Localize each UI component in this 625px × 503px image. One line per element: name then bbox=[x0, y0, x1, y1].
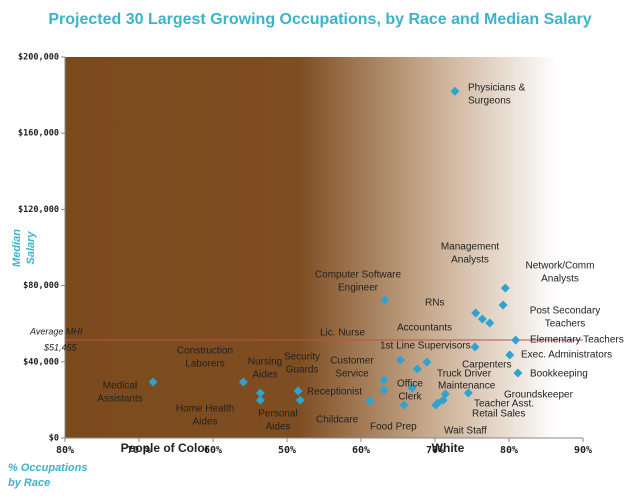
x-tick-label: 70 % bbox=[127, 445, 151, 456]
point-label: Medical bbox=[103, 381, 137, 392]
point-label: Nursing bbox=[248, 357, 282, 368]
point-label: 1st Line Supervisors bbox=[380, 341, 471, 352]
point-label: Childcare bbox=[316, 415, 359, 426]
point bbox=[463, 388, 473, 398]
point bbox=[511, 335, 521, 345]
point-label: Carpenters bbox=[462, 360, 511, 371]
y-tick-label: $40,000 bbox=[23, 357, 59, 367]
point-label: Bookkeeping bbox=[530, 369, 588, 380]
point-label: Analysts bbox=[451, 255, 489, 266]
point bbox=[485, 318, 495, 328]
point bbox=[477, 314, 487, 324]
point-label: Groundskeeper bbox=[504, 390, 574, 401]
point-label: Retail Sales bbox=[472, 409, 525, 420]
x-tick-label: 50% bbox=[278, 445, 296, 456]
point-label: Aides bbox=[252, 370, 277, 381]
point-label: Computer Software bbox=[315, 270, 402, 281]
point-label: Aides bbox=[265, 422, 290, 433]
point-label: Service bbox=[335, 369, 369, 380]
point bbox=[255, 388, 265, 398]
point-label: Clerk bbox=[398, 392, 422, 403]
point-label: Wait Staff bbox=[444, 426, 487, 437]
point bbox=[431, 400, 441, 410]
point bbox=[395, 355, 405, 365]
point-label: Truck Driver bbox=[437, 369, 492, 380]
point bbox=[365, 396, 375, 406]
point bbox=[450, 86, 460, 96]
point-label: Engineer bbox=[338, 283, 379, 294]
point-label: Receptionist bbox=[307, 387, 362, 398]
point bbox=[238, 377, 248, 387]
point-label: Office bbox=[397, 379, 423, 390]
point-label: Personal bbox=[258, 409, 297, 420]
point-label: Maintenance bbox=[438, 381, 496, 392]
y-tick-label: $200,000 bbox=[18, 53, 59, 63]
point-label: Assistants bbox=[97, 394, 143, 405]
point-label: Network/Comm bbox=[526, 261, 595, 272]
point bbox=[513, 368, 523, 378]
group-label: White bbox=[432, 441, 465, 455]
point-label: Exec. Administrators bbox=[521, 350, 612, 361]
point-label: Teachers bbox=[545, 319, 586, 330]
point bbox=[379, 375, 389, 385]
point-label: Customer bbox=[330, 356, 374, 367]
point-label: Home Health bbox=[176, 404, 234, 415]
point bbox=[148, 377, 158, 387]
point-label: Food Prep bbox=[370, 422, 417, 433]
reference-label: $51,455 bbox=[43, 342, 78, 352]
point bbox=[498, 300, 508, 310]
point-label: Physicians & bbox=[468, 83, 526, 94]
point bbox=[470, 342, 480, 352]
x-tick-label: 60% bbox=[352, 445, 370, 456]
point bbox=[380, 295, 390, 305]
y-tick-label: $120,000 bbox=[18, 205, 59, 215]
point bbox=[293, 386, 303, 396]
y-axis-label: Salary bbox=[25, 231, 37, 265]
point bbox=[471, 308, 481, 318]
point-label: Laborers bbox=[185, 359, 224, 370]
point-label: Elementary Teachers bbox=[530, 335, 624, 346]
x-tick-label: 70% bbox=[426, 445, 444, 456]
point bbox=[505, 350, 515, 360]
x-axis-label: % Occupations bbox=[8, 462, 87, 474]
point-label: Construction bbox=[177, 346, 233, 357]
chart-title: Projected 30 Largest Growing Occupations… bbox=[48, 11, 591, 28]
y-tick-label: $160,000 bbox=[18, 129, 59, 139]
point bbox=[379, 385, 389, 395]
point bbox=[412, 364, 422, 374]
point-label: Guards bbox=[286, 365, 319, 376]
point-label: Teacher Asst. bbox=[474, 399, 534, 410]
x-tick-label: 80% bbox=[56, 445, 74, 456]
point-label: Management bbox=[441, 242, 500, 253]
point bbox=[500, 283, 510, 293]
x-tick-label: 60% bbox=[204, 445, 222, 456]
point bbox=[422, 357, 432, 367]
point-label: Analysts bbox=[541, 274, 579, 285]
point bbox=[255, 395, 265, 405]
point-label: RNs bbox=[425, 298, 444, 309]
point bbox=[295, 395, 305, 405]
x-axis-label: by Race bbox=[8, 477, 50, 489]
point-label: Post Secondary bbox=[530, 306, 601, 317]
point-label: Surgeons bbox=[468, 96, 511, 107]
y-tick-label: $0 bbox=[49, 434, 59, 444]
group-label: People of Color bbox=[121, 441, 210, 455]
x-tick-label: 90% bbox=[574, 445, 592, 456]
point bbox=[399, 400, 409, 410]
point bbox=[407, 383, 417, 393]
y-axis-label: Median bbox=[11, 229, 23, 267]
point-label: Security bbox=[284, 352, 320, 363]
x-tick-label: 80% bbox=[500, 445, 518, 456]
point-label: Lic. Nurse bbox=[320, 328, 365, 339]
point-label: Aides bbox=[192, 417, 217, 428]
y-tick-label: $80,000 bbox=[23, 281, 59, 291]
point-label: Accountants bbox=[397, 323, 452, 334]
plot-background bbox=[65, 57, 583, 438]
reference-label: Average MHI bbox=[29, 326, 83, 336]
